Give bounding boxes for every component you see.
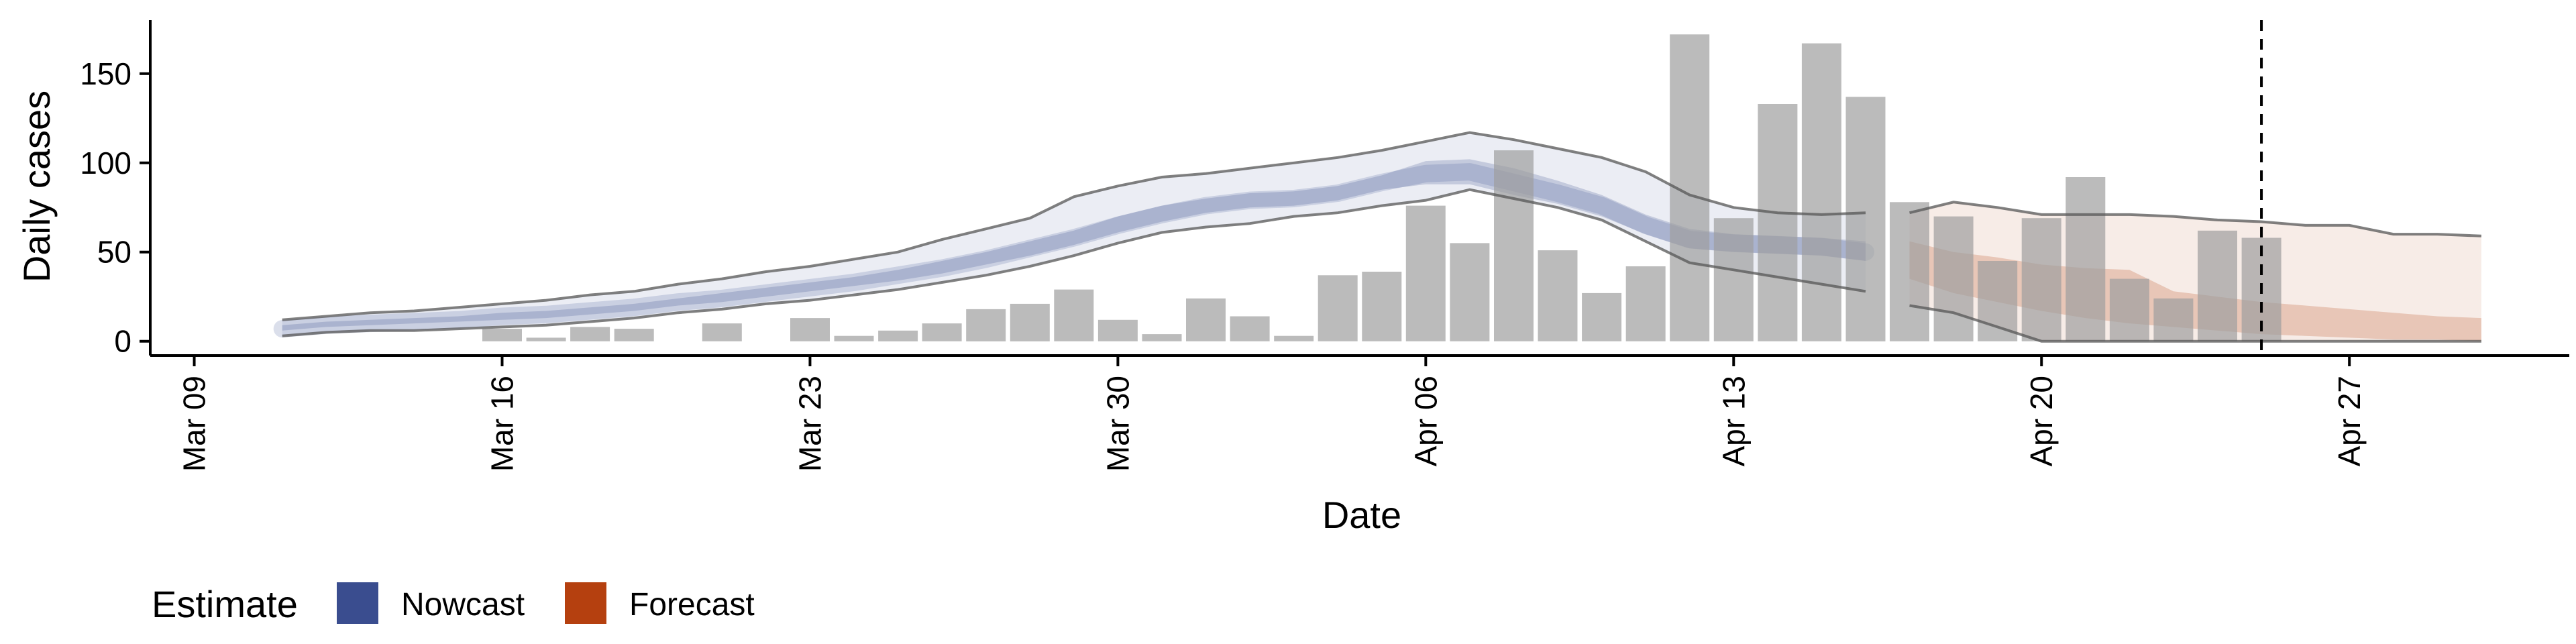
bar — [1758, 104, 1798, 341]
bar — [2021, 218, 2061, 341]
bar — [1713, 218, 1754, 341]
bar — [1845, 97, 1886, 341]
x-axis-ticks: Mar 09 Mar 16 Mar 23 Mar 30 Apr 06 Apr 13 Apr … — [177, 356, 2367, 472]
bar — [1978, 261, 2018, 341]
forecast-lower-line — [1909, 304, 2481, 343]
x-tick-label: Mar 09 — [177, 376, 212, 472]
bar — [1274, 335, 1314, 341]
y-tick-label: 50 — [97, 235, 131, 270]
bar — [1933, 216, 1974, 341]
bar — [2198, 230, 2237, 341]
y-axis-ticks: 0 50 100 150 — [80, 56, 150, 359]
forecast-upper-line — [1909, 201, 2481, 237]
bar — [1582, 292, 1622, 341]
x-tick-label: Apr 13 — [1716, 376, 1751, 467]
nowcast-median-band — [273, 163, 1874, 338]
bar — [702, 323, 742, 341]
bar — [1890, 202, 1929, 341]
bar-series — [482, 34, 2282, 341]
bar — [1318, 275, 1358, 341]
interval-lines — [282, 131, 2481, 343]
forecast-legend-label: Forecast — [629, 587, 755, 623]
x-tick-label: Mar 23 — [793, 376, 828, 472]
bar — [1054, 289, 1094, 341]
nowcast-lower-line — [282, 188, 1866, 337]
forecast-legend-swatch — [565, 582, 606, 624]
x-tick-label: Apr 27 — [2332, 376, 2367, 467]
x-tick-label: Mar 30 — [1100, 376, 1135, 472]
bar — [1362, 272, 1402, 341]
bar — [482, 329, 522, 341]
bar — [1494, 150, 1534, 341]
bar — [790, 318, 830, 341]
bar — [1538, 250, 1578, 341]
legend-title: Estimate — [152, 583, 298, 625]
axes — [149, 20, 2569, 357]
bar — [1097, 319, 1138, 341]
nowcast-legend-swatch — [337, 582, 378, 624]
bar — [834, 335, 874, 341]
bar — [570, 327, 610, 341]
bar — [2109, 278, 2149, 341]
bar — [1010, 303, 1050, 341]
x-tick-label: Apr 20 — [2024, 376, 2059, 467]
bar — [1186, 298, 1226, 341]
nowcast-upper-line — [282, 131, 1866, 321]
bar — [2153, 298, 2194, 341]
y-tick-label: 0 — [114, 324, 131, 359]
x-tick-label: Mar 16 — [485, 376, 520, 472]
bar — [614, 329, 654, 341]
bar — [1405, 205, 1446, 341]
nowcast-legend-label: Nowcast — [401, 587, 525, 623]
bar — [1625, 266, 1666, 341]
y-tick-label: 100 — [80, 146, 131, 180]
bar — [878, 330, 918, 341]
bar — [966, 309, 1006, 341]
y-axis-title: Daily cases — [15, 91, 58, 282]
legend-entries: Nowcast Forecast — [337, 582, 755, 624]
bar — [526, 337, 566, 341]
x-tick-label: Apr 06 — [1408, 376, 1443, 467]
y-tick-label: 150 — [80, 56, 131, 91]
bar — [1450, 243, 1490, 341]
bar — [2065, 177, 2106, 341]
legend: Estimate Nowcast Forecast — [152, 582, 755, 625]
bar — [1801, 43, 1841, 341]
bar — [922, 323, 962, 341]
bar — [1142, 334, 1182, 341]
bar — [1230, 316, 1270, 341]
x-axis-title: Date — [1322, 494, 1401, 536]
